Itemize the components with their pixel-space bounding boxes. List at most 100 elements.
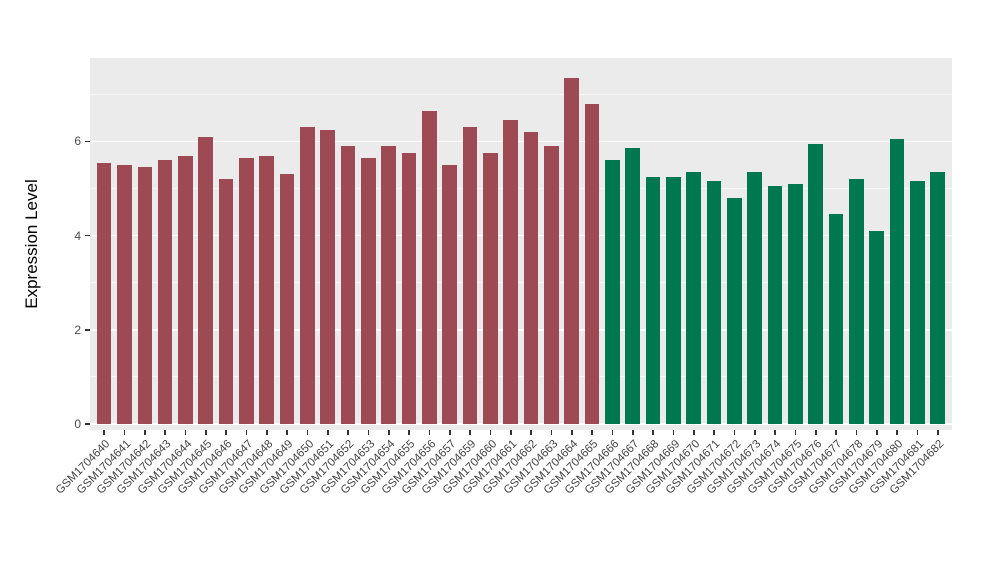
x-tick-mark bbox=[428, 430, 431, 435]
bar-GSM1704653 bbox=[361, 157, 376, 424]
x-tick-mark bbox=[286, 430, 288, 435]
bar-slot bbox=[379, 58, 399, 424]
bar-slot bbox=[114, 58, 134, 424]
bar-slot bbox=[562, 58, 582, 424]
x-tick-mark bbox=[408, 430, 410, 435]
x-tick-mark bbox=[225, 430, 227, 435]
bar-GSM1704660 bbox=[483, 153, 498, 424]
bar-slot bbox=[175, 58, 195, 424]
bar-slot bbox=[684, 58, 704, 424]
x-tick-mark bbox=[489, 430, 492, 435]
bar-slot bbox=[358, 58, 378, 424]
x-tick-mark bbox=[510, 430, 512, 435]
bar-GSM1704652 bbox=[340, 146, 356, 424]
bar-GSM1704645 bbox=[198, 136, 214, 424]
bar-GSM1704672 bbox=[727, 197, 742, 424]
bar-GSM1704663 bbox=[544, 146, 559, 424]
x-tick-mark bbox=[550, 430, 553, 435]
bar-GSM1704668 bbox=[645, 176, 661, 424]
x-tick-mark bbox=[144, 430, 146, 435]
bar-GSM1704682 bbox=[930, 172, 945, 424]
x-tick-mark bbox=[713, 430, 715, 435]
bar-GSM1704646 bbox=[218, 179, 234, 424]
bar-slot bbox=[135, 58, 155, 424]
x-tick-mark bbox=[672, 430, 675, 435]
major-gridline bbox=[90, 140, 952, 143]
bar-GSM1704640 bbox=[96, 162, 112, 424]
plot-area bbox=[90, 58, 952, 430]
bar-slot bbox=[704, 58, 724, 424]
y-tick-label: 4 bbox=[74, 228, 81, 243]
bar-slot bbox=[623, 58, 643, 424]
bar-GSM1704648 bbox=[259, 155, 275, 424]
bar-GSM1704670 bbox=[686, 172, 701, 424]
bar-slot bbox=[399, 58, 419, 424]
bar-GSM1704647 bbox=[239, 157, 254, 424]
bar-slot bbox=[257, 58, 277, 424]
bar-slot bbox=[866, 58, 886, 424]
bar-slot bbox=[846, 58, 866, 424]
x-tick-mark bbox=[123, 430, 126, 435]
bar-GSM1704667 bbox=[625, 148, 640, 424]
x-axis-labels: GSM1704640 GSM1704641 GSM1704642 GSM1704643… bbox=[0, 438, 1000, 578]
bar-slot bbox=[643, 58, 663, 424]
bar-slot bbox=[480, 58, 500, 424]
bar-GSM1704669 bbox=[666, 176, 681, 424]
bar-slot bbox=[927, 58, 947, 424]
y-tick-mark bbox=[85, 329, 90, 331]
bar-GSM1704681 bbox=[909, 181, 925, 424]
bar-GSM1704662 bbox=[523, 131, 539, 424]
bar-slot bbox=[785, 58, 805, 424]
bars-container bbox=[90, 58, 952, 424]
bar-GSM1704644 bbox=[178, 155, 193, 424]
bar-slot bbox=[338, 58, 358, 424]
x-tick-mark bbox=[652, 430, 654, 435]
bar-GSM1704678 bbox=[848, 179, 864, 424]
x-tick-mark bbox=[306, 430, 309, 435]
major-gridline bbox=[90, 234, 952, 237]
bar-slot bbox=[663, 58, 683, 424]
bar-slot bbox=[277, 58, 297, 424]
major-gridline bbox=[90, 423, 952, 425]
x-tick-mark bbox=[733, 430, 736, 435]
minor-gridline bbox=[90, 282, 952, 284]
bar-slot bbox=[521, 58, 541, 424]
x-tick-mark bbox=[469, 430, 471, 435]
bar-slot bbox=[216, 58, 236, 424]
major-gridline bbox=[90, 329, 952, 331]
bar-slot bbox=[907, 58, 927, 424]
bar-slot bbox=[805, 58, 825, 424]
minor-gridline bbox=[90, 187, 952, 189]
y-tick-mark bbox=[85, 234, 90, 237]
bar-slot bbox=[155, 58, 175, 424]
bar-GSM1704649 bbox=[279, 174, 295, 424]
minor-gridline bbox=[90, 93, 952, 95]
bar-GSM1704674 bbox=[767, 186, 783, 424]
x-tick-mark bbox=[388, 430, 390, 435]
x-tick-mark bbox=[327, 430, 329, 435]
x-tick-mark bbox=[591, 430, 593, 435]
bar-GSM1704665 bbox=[584, 103, 600, 424]
x-tick-mark bbox=[611, 430, 614, 435]
x-tick-mark bbox=[815, 430, 817, 435]
x-tick-mark bbox=[896, 430, 898, 435]
x-tick-mark bbox=[571, 430, 573, 435]
bar-slot bbox=[765, 58, 785, 424]
x-tick-mark bbox=[245, 430, 248, 435]
bar-GSM1704675 bbox=[788, 183, 803, 424]
bar-slot bbox=[196, 58, 216, 424]
x-tick-mark bbox=[164, 430, 166, 435]
x-tick-mark bbox=[632, 430, 634, 435]
bar-GSM1704671 bbox=[706, 181, 722, 424]
x-tick-mark bbox=[855, 430, 858, 435]
bar-GSM1704664 bbox=[564, 77, 580, 424]
bar-GSM1704643 bbox=[157, 160, 173, 424]
bar-slot bbox=[541, 58, 561, 424]
y-axis-title: Expression Level bbox=[22, 179, 41, 309]
y-tick-label: 2 bbox=[74, 322, 81, 337]
bar-GSM1704657 bbox=[442, 164, 458, 424]
bar-GSM1704656 bbox=[422, 110, 437, 424]
x-tick-mark bbox=[184, 430, 187, 435]
x-tick-mark bbox=[449, 430, 451, 435]
bar-slot bbox=[94, 58, 114, 424]
